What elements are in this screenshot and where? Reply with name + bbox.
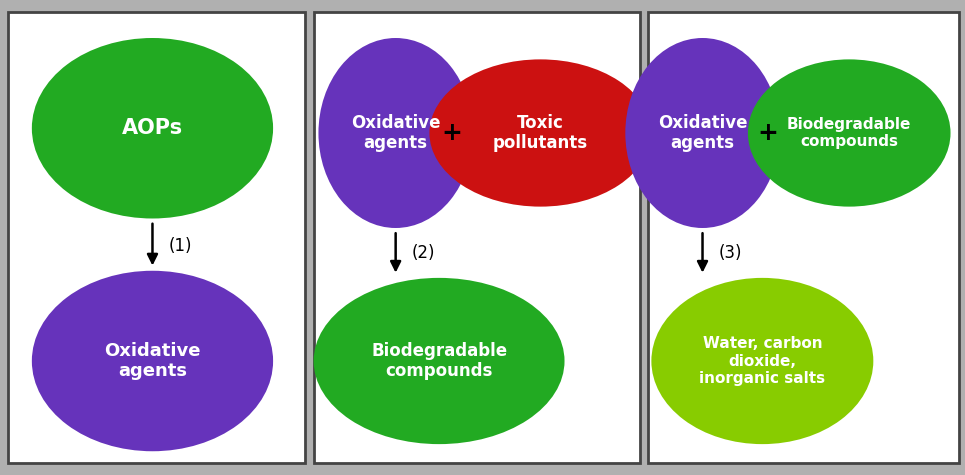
- Ellipse shape: [314, 278, 565, 444]
- FancyBboxPatch shape: [8, 12, 305, 463]
- Text: Biodegradable
compounds: Biodegradable compounds: [371, 342, 508, 380]
- Ellipse shape: [651, 278, 873, 444]
- Text: Oxidative
agents: Oxidative agents: [658, 114, 747, 152]
- Ellipse shape: [748, 59, 951, 207]
- Text: Biodegradable
compounds: Biodegradable compounds: [787, 117, 911, 149]
- Ellipse shape: [429, 59, 651, 207]
- Ellipse shape: [318, 38, 473, 228]
- Ellipse shape: [625, 38, 780, 228]
- FancyBboxPatch shape: [314, 12, 640, 463]
- Ellipse shape: [32, 271, 273, 451]
- Text: Oxidative
agents: Oxidative agents: [104, 342, 201, 380]
- Text: (1): (1): [169, 237, 192, 255]
- Text: AOPs: AOPs: [122, 118, 183, 138]
- Text: +: +: [441, 121, 462, 145]
- Text: Toxic
pollutants: Toxic pollutants: [493, 114, 588, 152]
- Text: (2): (2): [412, 244, 435, 262]
- Ellipse shape: [32, 38, 273, 218]
- Text: (3): (3): [719, 244, 742, 262]
- FancyBboxPatch shape: [648, 12, 959, 463]
- Text: Oxidative
agents: Oxidative agents: [351, 114, 440, 152]
- Text: +: +: [758, 121, 779, 145]
- Text: Water, carbon
dioxide,
inorganic salts: Water, carbon dioxide, inorganic salts: [700, 336, 825, 386]
